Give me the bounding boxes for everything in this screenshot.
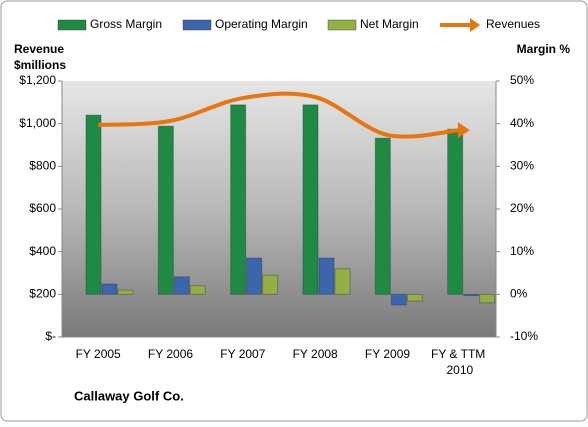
- bar: [189, 285, 206, 295]
- chart-title: Callaway Golf Co.: [74, 388, 184, 403]
- y2-tick-label: 30%: [510, 159, 534, 173]
- legend-swatch: [470, 18, 480, 32]
- bar: [101, 283, 118, 295]
- x-tick-label: FY & TTM 2010: [431, 347, 489, 377]
- y-tick-label: $600: [29, 201, 56, 215]
- y-tick-label: $1,000: [19, 116, 56, 130]
- plot-area: [62, 81, 496, 337]
- bar: [85, 114, 102, 295]
- y2-tick-label: 10%: [510, 244, 534, 258]
- bar: [157, 125, 174, 295]
- bar: [230, 104, 247, 295]
- bar: [173, 276, 190, 295]
- bar: [117, 289, 134, 295]
- y2-tick-label: 50%: [510, 73, 534, 87]
- bar: [479, 293, 496, 304]
- x-tick-label: FY 2008: [293, 347, 338, 361]
- y-tick-label: $800: [29, 159, 56, 173]
- bar: [406, 293, 423, 302]
- y-label: $millions: [14, 58, 66, 72]
- y-label: Revenue: [14, 42, 64, 56]
- bar: [246, 257, 263, 295]
- x-tick-label: FY 2005: [76, 347, 121, 361]
- bar: [334, 268, 351, 295]
- y-tick-label: $200: [29, 287, 56, 301]
- legend-swatch: [57, 19, 87, 31]
- y2-tick-label: 40%: [510, 116, 534, 130]
- legend-swatch: [182, 19, 212, 31]
- y-tick-label: $400: [29, 244, 56, 258]
- bar: [302, 104, 319, 295]
- bar: [447, 128, 464, 295]
- y2-label: Margin %: [517, 42, 571, 56]
- legend-label: Net Margin: [360, 17, 419, 31]
- bar: [374, 137, 391, 295]
- y2-tick-label: 0%: [510, 287, 528, 301]
- x-tick-label: FY 2006: [148, 347, 193, 361]
- legend-label: Operating Margin: [215, 17, 308, 31]
- x-tick-label: FY 2007: [220, 347, 265, 361]
- line: [98, 91, 461, 139]
- bar: [463, 293, 480, 297]
- legend-swatch: [327, 19, 357, 31]
- y-tick-label: $1,200: [19, 73, 56, 87]
- y2-tick-label: -10%: [510, 329, 538, 343]
- legend-label: Revenues: [486, 17, 540, 31]
- bar: [318, 257, 335, 295]
- bar: [390, 293, 407, 306]
- bar: [262, 274, 279, 295]
- x-tick-label: FY 2009: [365, 347, 410, 361]
- y-tick-label: $-: [45, 329, 56, 343]
- legend-label: Gross Margin: [90, 17, 162, 31]
- y2-tick-label: 20%: [510, 201, 534, 215]
- arrowhead: [457, 122, 470, 139]
